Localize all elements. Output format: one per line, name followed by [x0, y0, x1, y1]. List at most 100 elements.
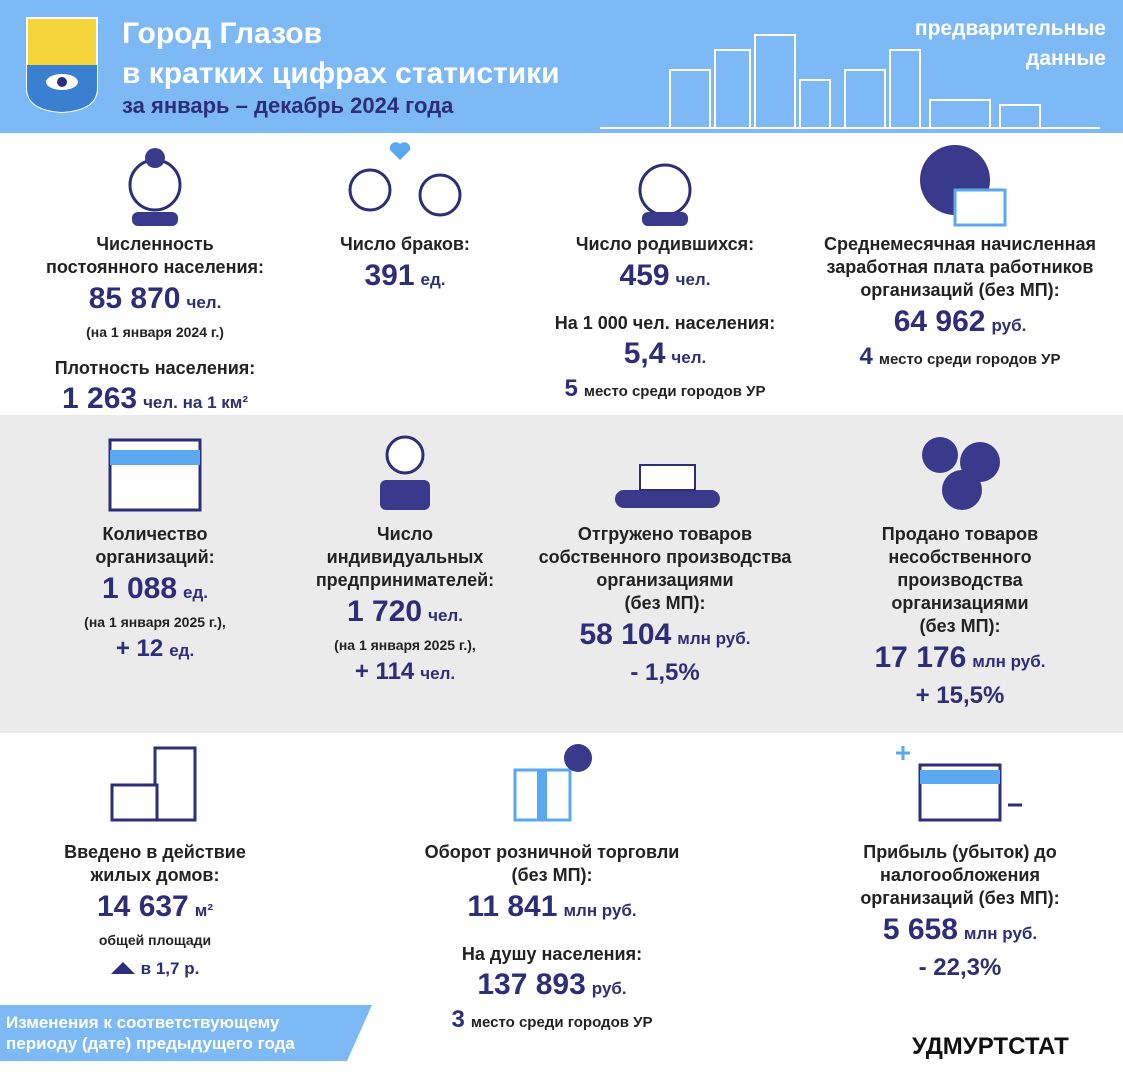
rank: 3 место среди городов УР — [452, 1007, 653, 1036]
rank-text: место среди городов УР — [470, 1014, 653, 1031]
rank: 5 место среди городов УР — [565, 376, 766, 405]
value-number: 1 088 — [101, 572, 178, 605]
stat-value: 17 176 млн руб. — [875, 640, 1046, 680]
stat-block: Продано товаров несобственного производств… — [790, 523, 1123, 712]
stat-label: заработная плата работников — [826, 257, 1094, 277]
stat-value: 58 104 млн руб. — [580, 617, 751, 657]
value-unit: млн руб. — [563, 901, 637, 920]
title-line: в кратких цифрах статистики — [122, 57, 560, 90]
stat-note: (на 1 января 2024 г.) — [86, 324, 224, 340]
value-number: 1 720 — [347, 595, 423, 628]
stat-block: Прибыль (убыток) до налогообложения органи… — [790, 841, 1123, 984]
note-line: предварительные — [914, 17, 1106, 40]
value-number: 85 870 — [88, 282, 181, 315]
stat-value: 11 841 млн руб. — [467, 889, 636, 929]
stat-value: 391 ед. — [364, 258, 445, 298]
note-line: данные — [1026, 47, 1106, 70]
stat-label: организаций: — [95, 547, 215, 567]
rank-number: 3 — [451, 1006, 465, 1033]
value-unit: ед. — [183, 583, 209, 602]
increase-icon — [110, 962, 135, 974]
stat-label: несобственного — [888, 547, 1032, 567]
stat-change: + 15,5% — [916, 680, 1005, 712]
stat-label: (без МП): — [624, 593, 706, 613]
preliminary-note: предварительные данные — [915, 14, 1106, 74]
stat-label: собственного производства — [538, 547, 792, 567]
stat-value: 85 870 чел. — [89, 281, 222, 321]
value-unit: чел. — [186, 293, 222, 312]
value-number: 58 104 — [579, 618, 672, 651]
stat-note: (на 1 января 2025 г.), — [334, 637, 476, 653]
stat-change: - 22,3% — [919, 952, 1002, 984]
stat-label: организациями — [891, 593, 1029, 613]
value-unit: чел. — [675, 270, 711, 289]
subtitle: за январь – декабрь 2024 года — [122, 93, 454, 118]
stat-label: Продано товаров — [881, 524, 1039, 544]
stat-value: 64 962 руб. — [894, 304, 1027, 344]
stat-label: налогообложения — [880, 865, 1040, 885]
stat-label: постоянного населения: — [45, 257, 265, 277]
rank-number: 5 — [564, 375, 578, 402]
change-unit: в 1,7 р. — [140, 959, 200, 978]
stat-label: Численность — [96, 234, 214, 254]
change-value: + 12 — [115, 635, 164, 662]
legend-line: Изменения к соответствующему — [6, 1013, 280, 1032]
extra-label: На 1 000 чел. населения: — [554, 313, 776, 333]
value-number: 459 — [619, 259, 670, 292]
stat-label: Число родившихся: — [575, 234, 755, 254]
stat-label: предпринимателей: — [315, 570, 495, 590]
coat-of-arms — [26, 17, 98, 114]
stat-block: Отгружено товаров собственного производст… — [495, 523, 835, 689]
stat-value: 5 658 млн руб. — [883, 912, 1037, 952]
extra-value: 5,4 чел. — [624, 336, 707, 376]
stat-label: (без МП): — [511, 865, 593, 885]
stat-change: в 1,7 р. — [110, 951, 200, 985]
value-unit: чел. — [671, 348, 707, 367]
title: Город Глазов в кратких цифрах статистики — [122, 14, 560, 94]
legend-line: периоду (дате) предыдущего года — [6, 1034, 295, 1053]
stat-value: 1 088 ед. — [102, 571, 208, 611]
value-number: 5 658 — [882, 913, 958, 946]
legend: Изменения к соответствующему периоду (да… — [6, 1012, 295, 1054]
stat-label: жилых домов: — [90, 865, 220, 885]
change-value: + 15,5% — [915, 682, 1005, 709]
header-band — [0, 0, 1123, 133]
stat-value: 14 637 м² — [97, 889, 213, 929]
value-unit: млн руб. — [972, 652, 1046, 671]
icons — [0, 142, 1022, 1061]
value-unit: чел. — [428, 606, 463, 625]
stat-change: + 12 ед. — [116, 633, 194, 667]
source: УДМУРТСТАТ — [912, 1033, 1069, 1060]
stat-change: + 114 чел. — [355, 656, 455, 690]
value-number: 11 841 — [467, 890, 558, 923]
rank-text: место среди городов УР — [583, 383, 766, 400]
stat-block: Введено в действие жилых домов: 14 637 м² об… — [0, 841, 325, 985]
value-unit: руб. — [591, 979, 627, 998]
stat-label: индивидуальных — [326, 547, 484, 567]
stat-block: Оборот розничной торговли (без МП): 11 841… — [382, 841, 722, 1036]
stat-label: производства — [897, 570, 1023, 590]
extra-value: 137 893 руб. — [477, 967, 626, 1007]
stat-label: организаций (без МП): — [860, 888, 1060, 908]
rank: 4 место среди городов УР — [860, 344, 1061, 373]
stat-block: Среднемесячная начисленная заработная пла… — [790, 233, 1123, 373]
extra-label: Плотность населения: — [54, 358, 256, 378]
stat-block: Число браков: 391 ед. — [235, 233, 575, 298]
stat-block: Число родившихся: 459 чел. На 1 000 чел. на… — [495, 233, 835, 405]
stat-label: Оборот розничной торговли — [424, 842, 680, 862]
rank-text: место среди городов УР — [878, 351, 1061, 368]
change-unit: чел. — [420, 664, 456, 683]
stat-label: Среднемесячная начисленная — [824, 234, 1096, 254]
change-value: + 114 — [354, 658, 415, 685]
stat-label: Прибыль (убыток) до — [863, 842, 1057, 862]
stat-block: Количество организаций: 1 088 ед. (на 1 янва… — [0, 523, 325, 667]
value-number: 64 962 — [893, 305, 986, 338]
change-value: - 22,3% — [918, 954, 1002, 981]
value-unit: млн руб. — [963, 924, 1038, 943]
stat-label: организаций (без МП): — [860, 280, 1060, 300]
title-line: Город Глазов — [122, 17, 323, 50]
value-number: 1 263 — [61, 382, 138, 415]
stat-label: Отгружено товаров — [577, 524, 753, 544]
